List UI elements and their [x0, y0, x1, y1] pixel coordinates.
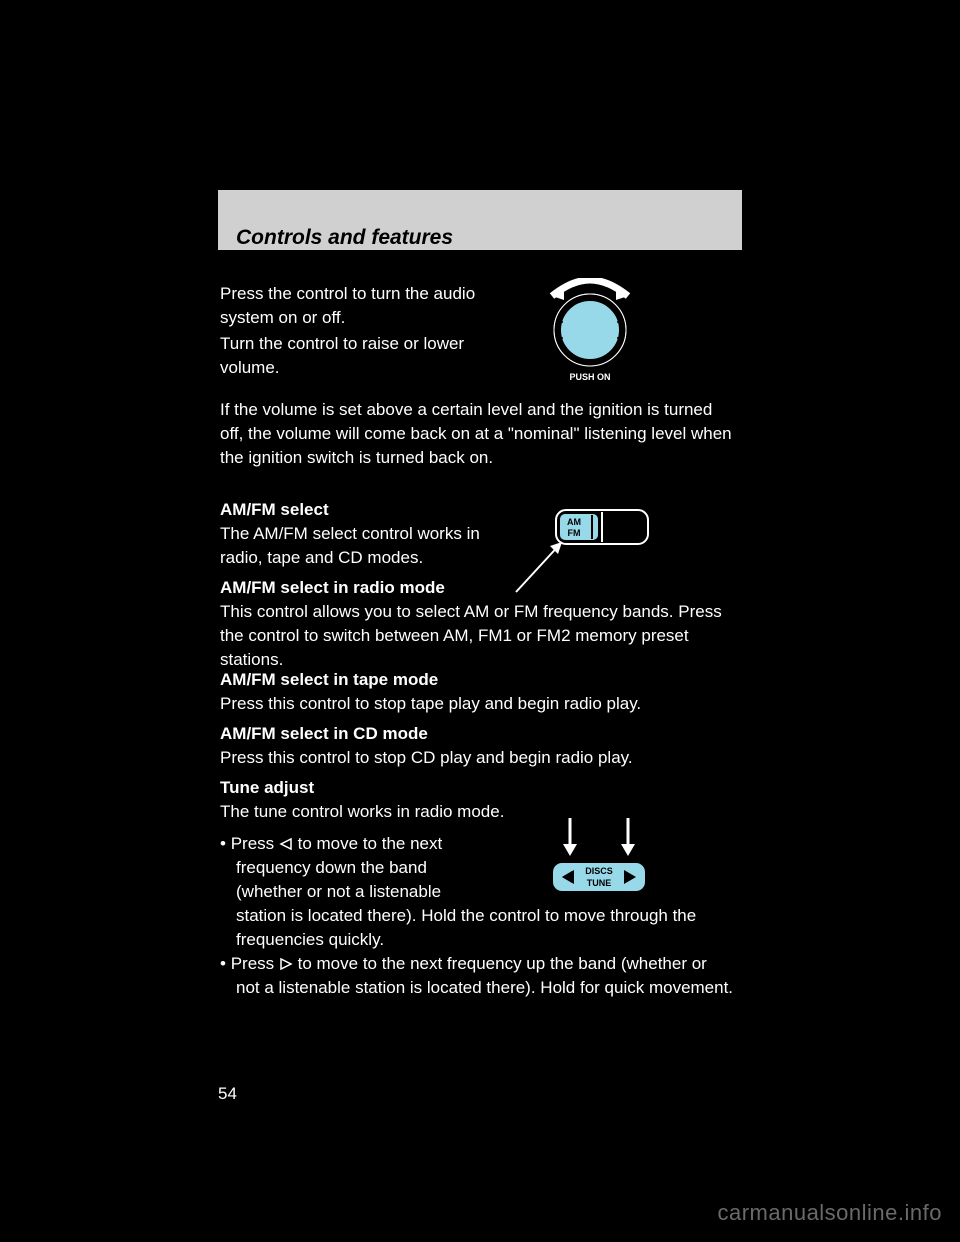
paragraph-3: If the volume is set above a certain lev…	[220, 398, 740, 469]
paragraph-5: This control allows you to select AM or …	[220, 600, 740, 671]
page-number: 54	[218, 1084, 237, 1104]
paragraph-8a: The tune control works in radio mode.	[220, 800, 540, 824]
bullet-left-e: station is located there). Hold the cont…	[236, 904, 740, 952]
paragraph-2a: Turn the control to raise or lower	[220, 332, 520, 356]
paragraph-7: Press this control to stop CD play and b…	[220, 746, 740, 770]
heading-amfm-select: AM/FM select	[220, 498, 520, 522]
amfm-line1: AM	[567, 517, 581, 527]
heading-amfm-radio: AM/FM select in radio mode	[220, 576, 740, 600]
paragraph-4a: The AM/FM select control works in	[220, 522, 520, 546]
bullet-press-right: • Press to move to the next frequency up…	[220, 952, 740, 976]
volume-knob-figure: PUSH ON	[530, 278, 650, 388]
press-left-b: to move to the next	[298, 834, 443, 853]
heading-amfm-cd: AM/FM select in CD mode	[220, 722, 740, 746]
right-arrow-icon	[279, 957, 293, 971]
heading-amfm-tape: AM/FM select in tape mode	[220, 668, 740, 692]
paragraph-2b: volume.	[220, 356, 520, 380]
page-section-title: Controls and features	[236, 226, 453, 250]
paragraph-6: Press this control to stop tape play and…	[220, 692, 740, 716]
tune-button-figure: DISCS TUNE	[544, 812, 654, 912]
press-right-b: to move to the next frequency up the ban…	[298, 954, 707, 973]
paragraph-1: Press the control to turn the audio syst…	[220, 282, 520, 330]
tune-line1: DISCS	[585, 866, 613, 876]
knob-label: PUSH ON	[569, 372, 610, 382]
paragraph-4b: radio, tape and CD modes.	[220, 546, 520, 570]
press-right-a: Press	[231, 954, 274, 973]
left-arrow-icon	[279, 837, 293, 851]
bullet-left-c: frequency down the band	[236, 856, 536, 880]
bullet-press-left: • Press to move to the next	[220, 832, 540, 856]
amfm-line2: FM	[568, 528, 581, 538]
bullet-right-c: not a listenable station is located ther…	[236, 976, 740, 1000]
watermark: carmanualsonline.info	[717, 1200, 942, 1226]
heading-tune-adjust: Tune adjust	[220, 776, 740, 800]
bullet-left-d: (whether or not a listenable	[236, 880, 536, 904]
tune-line2: TUNE	[587, 878, 612, 888]
press-left-a: Press	[231, 834, 274, 853]
